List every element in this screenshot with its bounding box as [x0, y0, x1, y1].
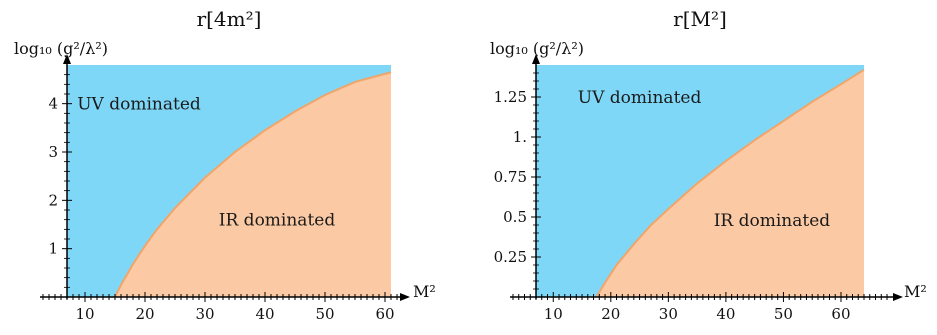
y-axis-arrow	[63, 54, 71, 64]
x-tick-label: 40	[716, 305, 735, 323]
y-tick-label: 2	[48, 191, 58, 209]
x-tick-label: 60	[375, 305, 394, 323]
y-axis-label: log₁₀ (g²/λ²)	[14, 39, 108, 58]
y-tick-label: 1	[48, 240, 58, 258]
ir-region-label: IR dominated	[219, 211, 336, 231]
x-tick-label: 40	[255, 305, 274, 323]
x-axis-arrow	[400, 293, 410, 301]
y-tick-label: 1.	[513, 128, 527, 146]
chart-title: r[M²]	[673, 7, 727, 31]
chart-title: r[4m²]	[197, 7, 262, 31]
x-tick-label: 30	[195, 305, 214, 323]
x-axis-label: M²	[413, 282, 436, 301]
chart-panel-left: UV dominated IR dominated 10 20 30 40 50 60 1 2 3 4…	[14, 7, 436, 323]
y-tick-label: 1.25	[494, 88, 527, 106]
y-tick-label: 0.75	[494, 168, 527, 186]
y-tick-label: 3	[48, 143, 58, 161]
uv-region-label: UV dominated	[77, 95, 201, 115]
ir-region-label: IR dominated	[714, 211, 831, 231]
y-axis-label: log₁₀ (g²/λ²)	[490, 39, 584, 58]
x-tick-label: 20	[601, 305, 620, 323]
uv-region-label: UV dominated	[578, 88, 702, 108]
x-tick-label: 20	[135, 305, 154, 323]
x-tick-label: 50	[774, 305, 793, 323]
x-tick-label: 50	[315, 305, 334, 323]
x-axis-label: M²	[904, 282, 927, 301]
x-axis-arrow	[893, 293, 903, 301]
y-tick-label: 0.5	[503, 208, 527, 226]
boundary-curve	[595, 68, 865, 298]
x-tick-label: 10	[544, 305, 563, 323]
chart-panel-right: UV dominated IR dominated 10 20 30 40 50 60 0.25…	[490, 7, 927, 323]
x-tick-label: 60	[831, 305, 850, 323]
x-tick-label: 10	[75, 305, 94, 323]
x-tick-label: 30	[659, 305, 678, 323]
y-tick-label: 0.25	[494, 248, 527, 266]
y-axis-arrow	[532, 54, 540, 64]
boundary-curve	[114, 71, 392, 298]
ir-region	[596, 69, 864, 297]
y-tick-label: 4	[48, 95, 58, 113]
ir-region	[115, 72, 391, 297]
